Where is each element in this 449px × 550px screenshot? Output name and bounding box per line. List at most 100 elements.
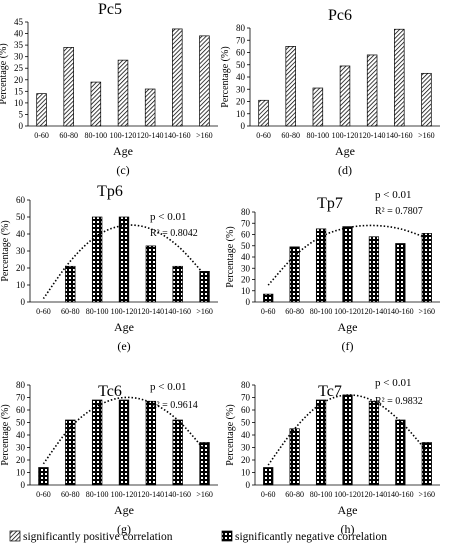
y-tick-label: 20 <box>14 75 24 85</box>
bar-80-100 <box>312 87 324 127</box>
x-tick-label: 60-80 <box>285 490 304 499</box>
x-axis-label: Age <box>113 144 133 158</box>
y-tick-label: 50 <box>16 418 26 428</box>
bar-140-160 <box>172 265 183 303</box>
y-tick-label: 40 <box>16 229 26 239</box>
x-tick-label: >160 <box>196 131 213 140</box>
bar-0-60 <box>263 467 274 486</box>
panel-label: (c) <box>116 163 129 177</box>
x-tick-label: 120-140 <box>138 307 165 316</box>
x-tick-label: 80-100 <box>310 307 333 316</box>
chart-title: Tp7 <box>317 195 343 212</box>
y-tick-label: 0 <box>21 297 26 307</box>
y-tick-label: 20 <box>241 275 251 285</box>
x-tick-label: 120-140 <box>137 131 164 140</box>
bar-60-80 <box>65 419 76 486</box>
y-axis-label: Percentage (%) <box>0 404 11 465</box>
x-axis-label: Age <box>114 320 134 334</box>
panel-label: (h) <box>341 522 355 536</box>
x-tick-label: 100-120 <box>334 307 361 316</box>
x-axis-label: Age <box>338 320 358 334</box>
x-tick-label: >160 <box>418 131 435 140</box>
bar-100-120 <box>117 59 129 127</box>
x-tick-label: >160 <box>419 490 436 499</box>
bar-140-160 <box>172 28 183 127</box>
trend-line <box>267 224 428 286</box>
x-tick-label: 100-120 <box>110 131 137 140</box>
y-axis-label: Percentage (%) <box>225 226 236 287</box>
x-tick-label: >160 <box>196 490 213 499</box>
chart-title: Tc7 <box>318 383 342 400</box>
x-tick-label: 0-60 <box>34 131 49 140</box>
x-tick-label: 80-100 <box>85 131 108 140</box>
legend-swatch-negative <box>221 530 233 542</box>
y-tick-label: 0 <box>246 480 251 490</box>
y-tick-label: 60 <box>16 405 26 415</box>
legend: significantly positive correlation signi… <box>9 530 387 543</box>
x-tick-label: 0-60 <box>261 307 276 316</box>
y-tick-label: 5 <box>19 109 24 119</box>
y-tick-label: 80 <box>241 380 251 390</box>
y-tick-label: 60 <box>241 230 251 240</box>
p-value-annotation: p < 0.01 <box>375 377 411 389</box>
y-tick-label: 25 <box>14 63 24 73</box>
r2-annotation: R² = 0.8042 <box>150 228 198 239</box>
chart-tc7: Tc7 0 10 20 30 40 50 60 70 80 Percentage (%) 0-60 60… <box>225 377 440 536</box>
x-tick-label: 0-60 <box>36 307 51 316</box>
x-tick-label: 100-120 <box>111 307 138 316</box>
p-value-annotation: p < 0.01 <box>150 211 186 223</box>
bar-80-100 <box>91 399 103 486</box>
bar-0-60 <box>263 293 274 303</box>
bar-140-160 <box>395 243 406 303</box>
y-tick-label: 80 <box>16 380 26 390</box>
y-tick-label: 30 <box>16 246 26 256</box>
r2-annotation: R² = 0.7807 <box>375 206 423 217</box>
y-tick-label: 20 <box>16 263 26 273</box>
bar-0-60 <box>38 467 49 486</box>
legend-swatch-positive <box>9 530 21 542</box>
y-tick-label: 50 <box>241 418 251 428</box>
y-tick-label: 30 <box>241 443 251 453</box>
x-tick-label: 60-80 <box>285 307 304 316</box>
chart-title: Tp6 <box>97 183 123 200</box>
x-tick-label: 140-160 <box>164 131 191 140</box>
x-tick-label: 80-100 <box>307 131 330 140</box>
bar-100-120 <box>342 394 353 486</box>
bar-120-140 <box>368 400 380 486</box>
bar-60-80 <box>65 265 76 303</box>
bar->160 <box>421 72 432 127</box>
y-tick-label: 40 <box>14 29 24 39</box>
bar-140-160 <box>395 419 406 486</box>
chart-pc6: Pc6 0 10 20 30 40 50 60 70 80 Percentage (%) 0-60 60… <box>220 7 440 177</box>
y-axis-label: Percentage (%) <box>220 46 231 107</box>
x-tick-label: 120-140 <box>138 490 165 499</box>
bar-120-140 <box>145 400 157 486</box>
y-tick-label: 60 <box>236 48 246 58</box>
y-tick-label: 40 <box>241 430 251 440</box>
x-tick-label: 60-80 <box>59 131 78 140</box>
y-tick-label: 0 <box>241 121 246 131</box>
bar->160 <box>421 442 432 486</box>
x-tick-label: >160 <box>419 307 436 316</box>
p-value-annotation: p < 0.01 <box>150 381 186 393</box>
bar->160 <box>199 35 210 127</box>
y-tick-label: 30 <box>14 52 24 62</box>
y-axis-label: Percentage (%) <box>225 404 236 465</box>
bar-120-140 <box>144 88 156 127</box>
x-tick-label: 140-160 <box>387 490 414 499</box>
r2-annotation: R² = 0.9614 <box>150 400 198 411</box>
x-tick-label: 60-80 <box>61 490 80 499</box>
y-tick-label: 50 <box>241 241 251 251</box>
y-tick-label: 70 <box>236 35 246 45</box>
bar->160 <box>421 233 432 303</box>
y-tick-label: 60 <box>16 195 26 205</box>
x-tick-label: 140-160 <box>386 131 413 140</box>
x-tick-label: 80-100 <box>86 307 109 316</box>
chart-title: Pc6 <box>328 7 352 24</box>
y-tick-label: 35 <box>14 40 24 50</box>
x-tick-label: 140-160 <box>164 307 191 316</box>
y-tick-label: 40 <box>16 430 26 440</box>
